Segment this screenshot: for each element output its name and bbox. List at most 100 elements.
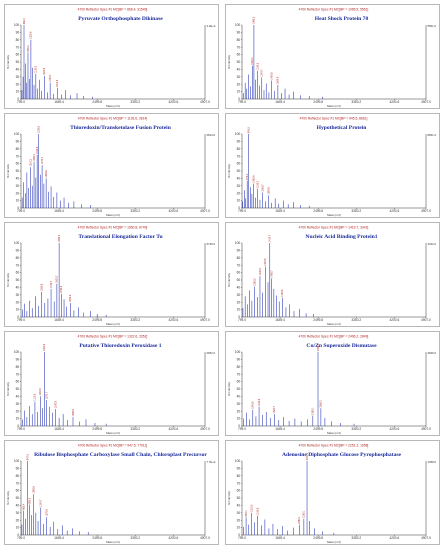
x-axis-label: Mass (m/z) (327, 540, 341, 544)
peak-label: 2080.1 (298, 516, 301, 524)
x-tick-label: 2499.8 (313, 427, 323, 431)
spectrum-panel: 4700 Reflector Spec #1 MC[BP = 947.5, 77… (4, 440, 219, 545)
x-tick-label: 4907.0 (421, 427, 431, 431)
protein-title: Heat Shock Protein 70 (315, 16, 369, 22)
peak-label: 2560.2 (320, 399, 323, 407)
y-tick-label: 20 (16, 518, 20, 522)
x-axis-label: Mass (m/z) (327, 431, 341, 435)
peak-label: 1320.8 (43, 67, 46, 75)
peak-label: 1260.6 (40, 283, 43, 291)
y-tick-label: 20 (16, 409, 20, 413)
spectrum-chart: 4700 Reflector Spec #1 MC[BP = 1419.7, 3… (227, 226, 436, 327)
peak-label: 947.5 (26, 454, 29, 461)
x-tick-label: 4907.0 (421, 318, 431, 322)
peak-label: 1370.7 (45, 391, 48, 399)
x-tick-label: 2499.8 (92, 209, 102, 213)
spectrum-header: 4700 Reflector Spec #1 MC[BP = 1650.8, 6… (78, 226, 148, 230)
max-intensity-label: 2849.0 (428, 351, 437, 355)
y-tick-label: 10 (237, 90, 241, 94)
x-tick-label: 799.0 (238, 100, 246, 104)
max-intensity-label: 2952.0 (207, 351, 216, 355)
peak-label: 1960.9 (72, 408, 75, 416)
spectrum-panel: 4700 Reflector Spec #1 MC[BP = 866.4, 31… (4, 4, 219, 109)
x-tick-label: 2499.8 (313, 209, 323, 213)
spectrum-header: 4700 Reflector Spec #1 MC[BP = 1322.6, 2… (78, 335, 148, 339)
y-tick-label: 10 (16, 417, 20, 421)
spectrum-header: 4700 Reflector Spec #1 MC[BP = 1065.5, 5… (299, 8, 369, 12)
peak-label: 1450.7 (49, 74, 52, 82)
protein-title: Adenosine Diphosphate Glucose Pyrophosph… (282, 452, 402, 458)
y-tick-label: 70 (237, 45, 241, 49)
y-tick-label: 100 (14, 459, 20, 463)
y-tick-label: 40 (16, 395, 20, 399)
x-tick-label: 4907.0 (421, 209, 431, 213)
x-axis-label: Mass (m/z) (106, 213, 120, 217)
peak-label: 1700.8 (60, 285, 63, 293)
peak-label: 1150.6 (257, 62, 260, 70)
peak-label: 1010.3 (29, 159, 32, 167)
y-tick-label: 0 (238, 533, 240, 537)
x-tick-label: 4200.6 (168, 536, 178, 540)
y-tick-label: 50 (16, 169, 20, 173)
y-tick-label: 60 (237, 53, 241, 57)
y-tick-label: 40 (237, 395, 241, 399)
peak-label: 1160.5 (36, 146, 39, 154)
peak-label: 1260.7 (261, 184, 264, 192)
x-tick-label: 1649.4 (275, 209, 285, 213)
x-tick-label: 4200.6 (389, 427, 399, 431)
x-tick-label: 3350.2 (130, 209, 140, 213)
peak-label: 1360.8 (45, 170, 48, 178)
peak-label: 2180.1 (303, 510, 306, 518)
peak-label: 1570.8 (54, 400, 57, 408)
peak-label: 1900.9 (69, 294, 72, 302)
y-tick-label: 60 (16, 380, 20, 384)
y-tick-label: 80 (237, 38, 241, 42)
x-tick-label: 3350.2 (351, 318, 361, 322)
x-tick-label: 4907.0 (421, 536, 431, 540)
y-tick-label: 10 (237, 417, 241, 421)
spectrum-chart: 4700 Reflector Spec #1 MC[BP = 1322.6, 2… (6, 335, 216, 436)
spectrum-header: 4700 Reflector Spec #1 MC[BP = 2251.2, 1… (299, 444, 369, 448)
x-axis-label: Mass (m/z) (106, 431, 120, 435)
y-tick-label: 0 (17, 206, 19, 210)
peak-label: 1390.8 (267, 187, 270, 195)
x-tick-label: 2499.8 (313, 536, 323, 540)
peak-label: 1193.6 (37, 125, 40, 133)
x-tick-label: 799.0 (238, 318, 246, 322)
x-tick-label: 2499.8 (313, 100, 323, 104)
peak-label: 1020.6 (30, 31, 33, 39)
x-tick-label: 799.0 (17, 318, 25, 322)
y-tick-label: 50 (16, 60, 20, 64)
y-tick-label: 40 (16, 68, 20, 72)
y-axis-label: % Intensity (6, 382, 10, 396)
y-tick-label: 30 (16, 402, 20, 406)
x-tick-label: 3350.2 (351, 209, 361, 213)
x-axis-label: Mass (m/z) (106, 322, 120, 326)
y-tick-label: 80 (237, 474, 241, 478)
x-tick-label: 1649.4 (275, 318, 285, 322)
y-tick-label: 30 (237, 293, 241, 297)
y-axis-label: % Intensity (227, 491, 231, 505)
y-tick-label: 20 (237, 82, 241, 86)
y-tick-label: 50 (237, 387, 241, 391)
x-tick-label: 1649.4 (54, 209, 64, 213)
y-tick-label: 50 (237, 169, 241, 173)
y-tick-label: 10 (237, 308, 241, 312)
peak-label: 1110.5 (34, 393, 37, 401)
peak-label: 990.5 (28, 497, 31, 504)
peak-label: 1700.8 (281, 289, 284, 297)
peak-label: 2251.2 (306, 452, 309, 460)
y-tick-label: 0 (17, 533, 19, 537)
max-intensity-label: 3.2E+4 (207, 24, 216, 28)
y-tick-label: 40 (237, 504, 241, 508)
max-intensity-label: 1058.0 (428, 460, 437, 464)
y-tick-label: 50 (237, 60, 241, 64)
y-tick-label: 20 (237, 409, 241, 413)
y-tick-label: 90 (16, 31, 20, 35)
y-tick-label: 70 (16, 45, 20, 49)
y-tick-label: 60 (16, 489, 20, 493)
y-tick-label: 0 (238, 424, 240, 428)
y-tick-label: 70 (16, 263, 20, 267)
peak-label: 1270.7 (41, 156, 44, 164)
y-tick-label: 40 (237, 68, 241, 72)
